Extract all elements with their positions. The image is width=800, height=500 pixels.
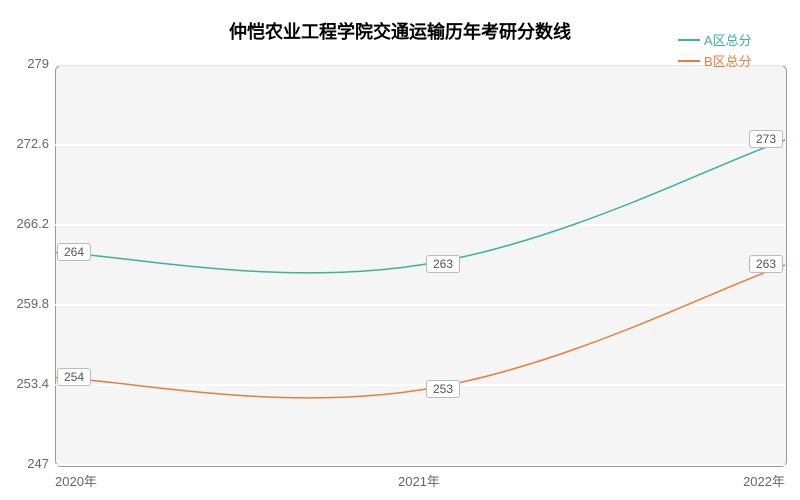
legend: A区总分 B区总分 — [678, 30, 752, 72]
x-tick-label: 2021年 — [398, 471, 440, 490]
series-line — [55, 140, 785, 273]
legend-item: B区总分 — [678, 51, 752, 70]
y-tick-label: 253.4 — [16, 376, 49, 391]
data-label: 264 — [57, 243, 91, 261]
y-tick-label: 266.2 — [16, 216, 49, 231]
data-label: 263 — [426, 255, 460, 273]
legend-swatch — [678, 39, 700, 41]
data-label: 253 — [426, 380, 460, 398]
chart-svg — [0, 0, 800, 500]
legend-label: A区总分 — [704, 30, 752, 49]
legend-label: B区总分 — [704, 51, 752, 70]
data-label: 273 — [749, 130, 783, 148]
chart-container: 仲恺农业工程学院交通运输历年考研分数线 A区总分B区总分 247253.4259… — [0, 0, 800, 500]
legend-item: A区总分 — [678, 30, 752, 49]
y-tick-label: 279 — [27, 56, 49, 71]
y-tick-label: 272.6 — [16, 136, 49, 151]
data-label: 254 — [57, 368, 91, 386]
data-label: 263 — [749, 255, 783, 273]
series-line — [55, 265, 785, 398]
y-tick-label: 259.8 — [16, 296, 49, 311]
y-tick-label: 247 — [27, 456, 49, 471]
legend-swatch — [678, 60, 700, 62]
x-tick-label: 2020年 — [55, 471, 97, 490]
x-tick-label: 2022年 — [743, 471, 785, 490]
